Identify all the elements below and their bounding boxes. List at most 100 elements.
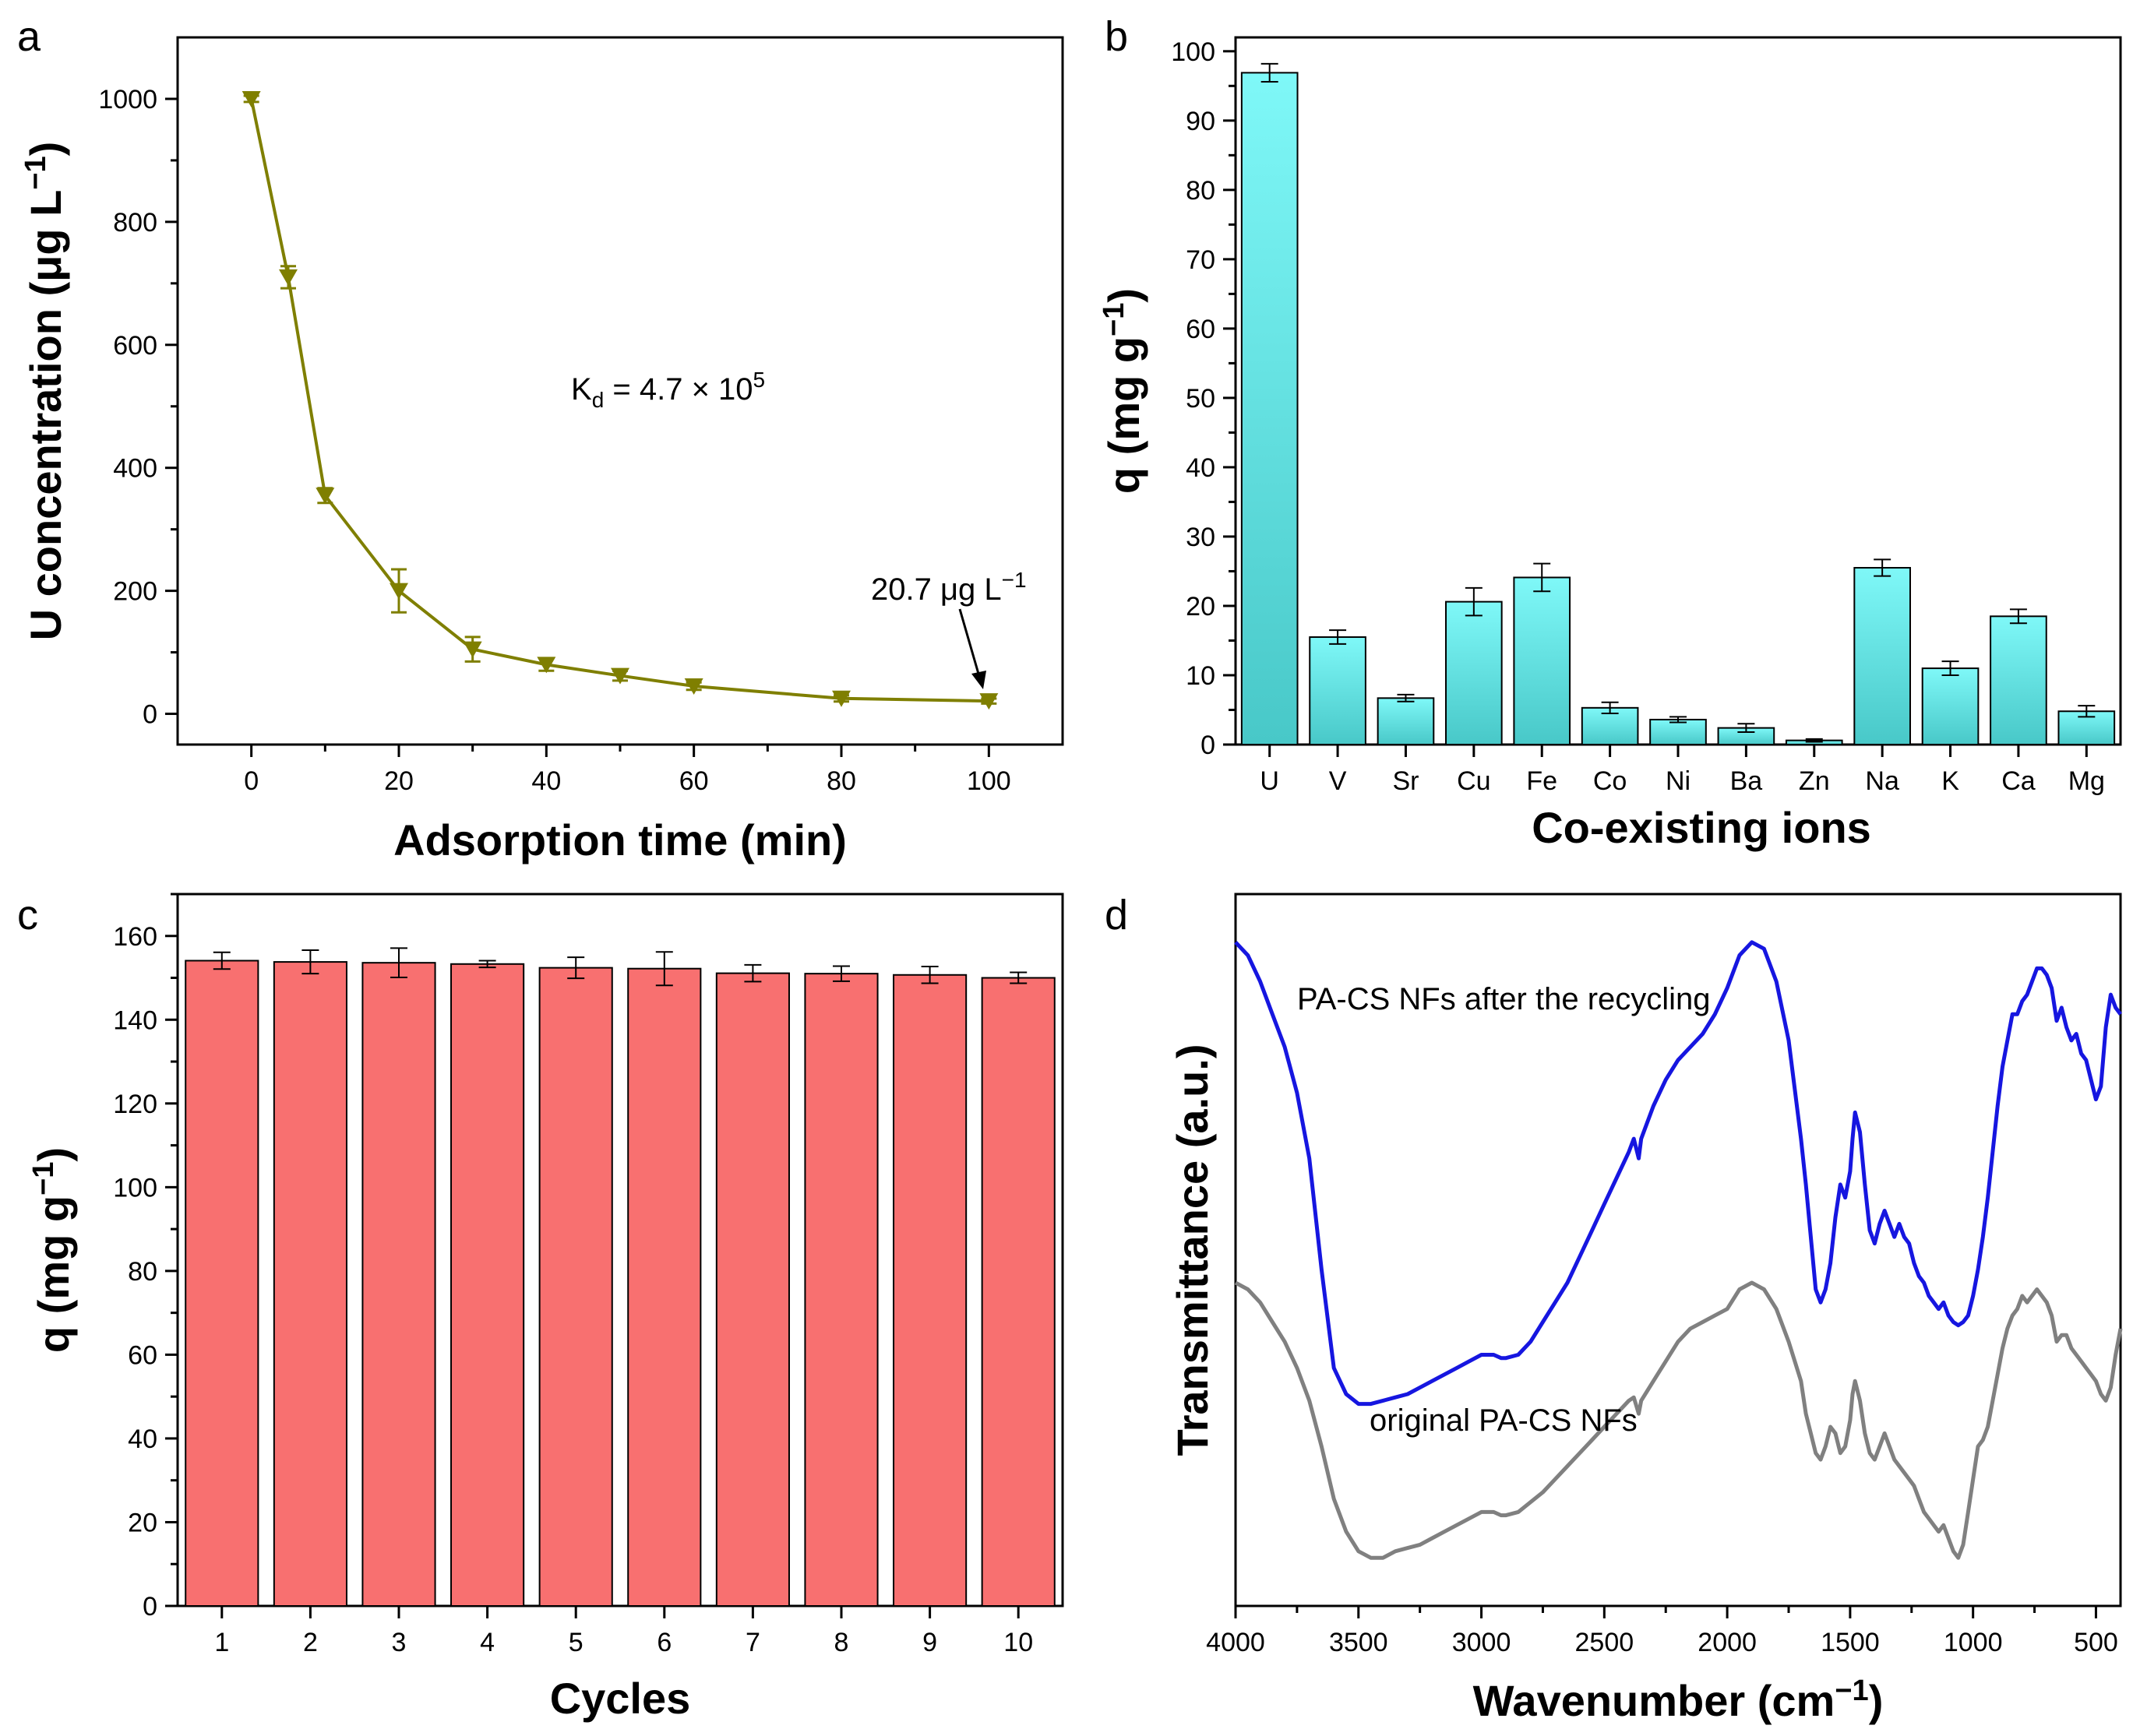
panel-b-y-tick-label: 50 [1186, 384, 1215, 414]
panel-a-data-point [684, 678, 703, 695]
panel-a-x-tick-label: 80 [827, 766, 856, 796]
panel-c-bar [715, 972, 790, 1607]
panel-b-x-tick-label: Ni [1666, 766, 1691, 796]
panel-b-y-tick-label: 40 [1186, 453, 1215, 483]
panel-label-a: a [17, 13, 41, 60]
panel-a-series-line [249, 98, 989, 703]
panel-c-x-axis-label: Cycles [550, 1674, 691, 1723]
panel-b-bar [1649, 718, 1707, 745]
panel-a-data-point [979, 693, 999, 710]
panel-b-chart: 0 10 20 30 40 50 60 70 80 90 100 U V Sr Cu Fe Co Ni Ba Zn Na… [1098, 36, 2122, 852]
panel-c-bar [981, 977, 1056, 1607]
panel-a-x-tick-label: 100 [967, 766, 1011, 796]
panel-b-y-tick-label: 100 [1171, 37, 1215, 67]
panel-b-x-tick-label: Sr [1392, 766, 1419, 796]
panel-b-y-tick-label: 80 [1186, 176, 1215, 206]
panel-a-data-point [242, 90, 261, 107]
panel-d-series-recycled-line [1234, 940, 2122, 1407]
panel-b-x-tick-label: K [1941, 766, 1959, 796]
panel-c-bar [361, 962, 436, 1607]
panel-b-bar [1240, 72, 1299, 745]
panel-b-y-axis-label: q (mg g−1) [1098, 288, 1148, 494]
panel-label-d: d [1105, 892, 1128, 938]
panel-d-chart: 4000 3500 3000 2500 2000 1500 1000 500 Wavenumb… [1168, 893, 2123, 1725]
panel-a-data-point [390, 583, 408, 600]
panel-c-bar [538, 967, 613, 1607]
panel-b-x-tick-label: Na [1865, 766, 1899, 796]
panel-c-y-tick-label: 120 [113, 1090, 157, 1119]
panel-c-bar [893, 974, 968, 1607]
panel-b-y-tick-label: 20 [1186, 592, 1215, 622]
panel-d-x-tick-label: 1000 [1944, 1628, 2003, 1657]
panel-c-y-tick-label: 160 [113, 922, 157, 952]
panel-label-b: b [1105, 13, 1128, 60]
panel-c-x-tick-label: 1 [214, 1628, 229, 1657]
panel-c-x-tick-label: 9 [922, 1628, 937, 1657]
panel-a-data-point [537, 657, 556, 674]
panel-c-x-tick-label: 2 [303, 1628, 318, 1657]
panel-c-y-tick-label: 40 [128, 1424, 157, 1454]
panel-b-x-tick-label: V [1329, 766, 1347, 796]
panel-b-bar [1377, 697, 1435, 746]
panel-a-x-tick-label: 0 [244, 766, 259, 796]
panel-b-y-tick-label: 10 [1186, 661, 1215, 691]
panel-b-x-tick-label: U [1260, 766, 1279, 796]
panel-c-x-tick-label: 5 [569, 1628, 583, 1657]
panel-b-x-axis-label: Co-existing ions [1532, 803, 1871, 852]
panel-c-frame [176, 893, 1064, 1607]
panel-c-x-tick-label: 4 [480, 1628, 495, 1657]
panel-b-bar [1309, 636, 1366, 745]
panel-d-x-axis-label: Wavenumber (cm−1) [1473, 1674, 1884, 1725]
panel-a-data-point [611, 667, 629, 685]
panel-c-x-tick-label: 3 [392, 1628, 407, 1657]
panel-c-x-tick-label: 6 [657, 1628, 672, 1657]
panel-c-y-tick-label: 140 [113, 1005, 157, 1035]
panel-c-y-tick-label: 60 [128, 1340, 157, 1370]
panel-c-x-tick-label: 8 [834, 1628, 849, 1657]
panel-a-y-tick-label: 1000 [98, 85, 157, 114]
panel-b-frame [1234, 36, 2122, 746]
panel-c-x-tick-label: 10 [1003, 1628, 1033, 1657]
panel-a-kd-annotation: Kd = 4.7 × 105 [571, 368, 765, 412]
panel-c-y-tick-label: 0 [143, 1592, 157, 1622]
panel-d-series-original-line [1234, 1280, 2123, 1560]
panel-c-bar [273, 961, 347, 1607]
panel-a-x-tick-label: 20 [384, 766, 414, 796]
panel-d-x-tick-label: 3500 [1329, 1628, 1388, 1657]
panel-c-y-tick-label: 20 [128, 1508, 157, 1537]
panel-a-end-arrowhead [971, 671, 986, 689]
panel-c-y-axis-label: q (mg g−1) [27, 1147, 78, 1353]
panel-a-x-tick-label: 60 [679, 766, 709, 796]
panel-d-x-tick-label: 2500 [1575, 1628, 1634, 1657]
panel-c-x-tick-label: 7 [746, 1628, 760, 1657]
panel-a-data-point [279, 269, 298, 286]
panel-b-bar [1513, 576, 1571, 746]
panel-a-x-tick-label: 40 [531, 766, 561, 796]
panel-c-bar [185, 960, 259, 1607]
panel-b-bar [1921, 667, 1980, 745]
panel-d-series-label-recycled: PA-CS NFs after the recycling [1297, 982, 1711, 1016]
panel-d-frame [1234, 893, 2122, 1607]
panel-c-bar [804, 973, 879, 1607]
panel-b-bar [1990, 615, 2047, 745]
panel-d-y-axis-label: Transmittance (a.u.) [1168, 1044, 1217, 1456]
panel-a-data-point [463, 641, 482, 658]
panel-c-y-tick-label: 100 [113, 1173, 157, 1203]
panel-b-y-tick-label: 60 [1186, 315, 1215, 344]
panel-b-x-tick-label: Co [1593, 766, 1627, 796]
panel-a-data-point [316, 488, 335, 505]
panel-a-y-tick-label: 200 [113, 577, 157, 607]
panel-b-y-tick-label: 90 [1186, 107, 1215, 136]
panel-c-bar [627, 967, 702, 1607]
panel-d-x-tick-label: 4000 [1206, 1628, 1265, 1657]
panel-b-bar [1853, 567, 1911, 745]
panel-b-x-tick-label: Ba [1730, 766, 1763, 796]
panel-a-y-tick-label: 800 [113, 208, 157, 238]
panel-a-end-value-label: 20.7 μg L−1 [871, 568, 1027, 607]
panel-a-x-axis-label: Adsorption time (min) [393, 815, 847, 864]
panel-b-y-tick-label: 30 [1186, 523, 1215, 552]
panel-b-x-tick-label: Cu [1457, 766, 1490, 796]
panel-a-y-tick-label: 400 [113, 454, 157, 484]
